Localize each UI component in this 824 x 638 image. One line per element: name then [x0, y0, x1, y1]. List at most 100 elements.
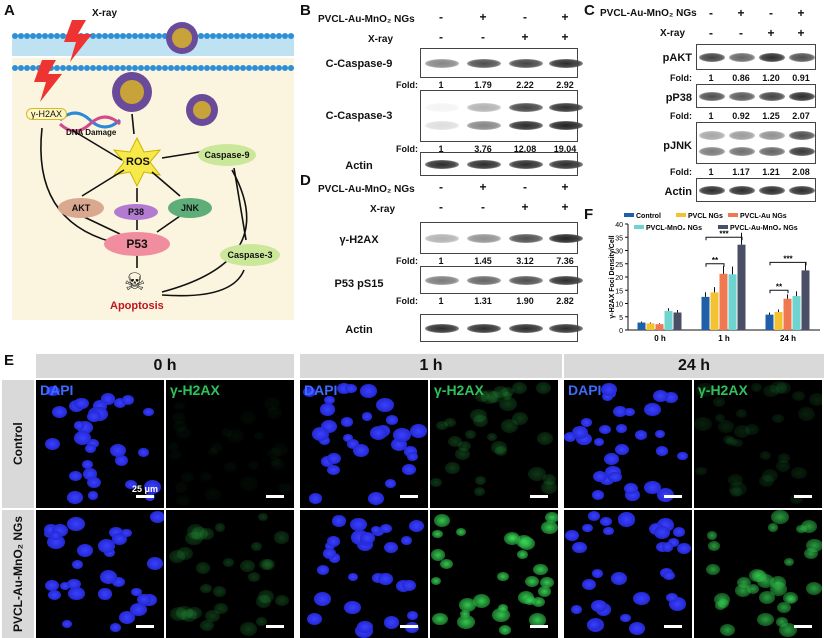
c-fold-label-1: Fold:: [670, 111, 692, 121]
nucleus: [209, 442, 224, 454]
nucleus: [541, 481, 557, 494]
b-fold-1-2: 12.08: [513, 144, 537, 154]
nucleus: [74, 397, 89, 410]
foci-bar-chart: 0 5 10 15 20 25 30 35 40 γ-H2AX Foci Density/Cell…: [609, 213, 820, 343]
nucleus: [129, 603, 147, 617]
nucleus: [49, 530, 61, 540]
b-sign1-2: -: [523, 10, 527, 24]
panel-b-label: B: [300, 2, 311, 19]
nucleus: [656, 446, 668, 456]
bar-0-0: [637, 322, 646, 330]
nucleus: [98, 588, 112, 600]
bar-4-0: [673, 312, 682, 330]
nucleus: [733, 425, 750, 439]
c-sign1-3: +: [797, 6, 805, 20]
nucleus: [207, 447, 218, 456]
nucleus: [137, 448, 149, 457]
x-tick-label-1: 1 h: [718, 334, 730, 343]
bar-2-0: [655, 324, 664, 330]
nucleus: [444, 417, 457, 428]
nucleus: [430, 477, 442, 487]
nucleus: [223, 461, 238, 473]
nucleus: [181, 609, 197, 622]
nucleus: [227, 428, 245, 443]
nucleus: [73, 421, 84, 430]
c-blot-pjnk-band-3: [789, 147, 815, 156]
c-sign1-2: -: [769, 6, 773, 20]
nucleus: [532, 596, 545, 607]
scale-bar: [136, 625, 154, 628]
nucleus: [591, 490, 604, 500]
nucleus: [62, 619, 73, 628]
nucleus: [454, 448, 470, 460]
nucleus: [253, 432, 264, 441]
row-label-0: Control: [2, 380, 34, 508]
b-blot-casp3-band-1: [467, 121, 501, 130]
nucleus: [460, 610, 471, 619]
nucleus: [751, 383, 763, 392]
nucleus: [68, 587, 85, 601]
y-tick-label-7: 35: [615, 235, 623, 242]
c-blot-pjnk: [696, 122, 816, 164]
nucleus: [537, 432, 554, 445]
nucleus: [112, 576, 126, 588]
nucleus: [239, 622, 258, 637]
nucleus: [239, 476, 258, 491]
nucleus: [620, 613, 632, 623]
b-blot-casp3-band-2: [509, 103, 543, 112]
nucleus: [169, 449, 182, 460]
nucleus: [370, 525, 381, 535]
nucleus: [439, 558, 453, 569]
nucleus: [175, 605, 194, 621]
nucleus: [445, 462, 460, 474]
nucleus: [652, 389, 669, 403]
nucleus: [303, 387, 316, 398]
b-sign2-0: -: [439, 30, 443, 44]
nucleus: [528, 467, 547, 482]
nucleus: [326, 452, 341, 464]
c-row-label-3: Actin: [664, 186, 693, 198]
d-blot-h2ax-band-2: [509, 234, 543, 243]
nucleus: [212, 586, 226, 597]
caspase3-node: Caspase-3: [220, 244, 280, 266]
nucleus: [255, 595, 272, 608]
nucleus: [432, 612, 449, 626]
b-fold-label-0: Fold:: [396, 80, 418, 90]
nucleus: [615, 424, 627, 433]
legend-swatch-1: [676, 213, 686, 217]
nucleus: [779, 623, 797, 638]
c-fold-1-2: 1.25: [762, 111, 780, 121]
nucleus: [186, 524, 205, 539]
ros-label: ROS: [126, 156, 150, 168]
b-blot-casp3: [420, 90, 583, 142]
nucleus: [110, 444, 127, 458]
c-fold-2-2: 1.21: [762, 167, 780, 177]
nucleus: [624, 407, 635, 417]
panel-a-label: A: [4, 2, 15, 19]
nucleus: [272, 443, 289, 457]
nucleus: [772, 414, 784, 424]
nucleus: [541, 520, 558, 535]
d-fold-label-0: Fold:: [396, 256, 418, 266]
scale-bar: [400, 625, 418, 628]
c-row-label-2: pJNK: [663, 140, 692, 152]
y-axis-label: γ-H2AX Foci Density/Cell: [609, 235, 616, 318]
nucleus: [313, 592, 331, 607]
nucleus: [401, 535, 413, 545]
nucleus: [205, 487, 222, 501]
nucleus: [593, 470, 607, 482]
nucleus: [603, 526, 614, 535]
nucleus: [92, 400, 107, 413]
nucleus: [564, 432, 577, 443]
b-blot-actin-band-1: [467, 160, 501, 169]
nucleus: [474, 390, 490, 402]
nucleus: [174, 482, 188, 493]
nucleus: [240, 411, 256, 424]
b-blot-casp9-band-2: [509, 59, 543, 68]
d-row-label-0: γ-H2AX: [339, 234, 379, 246]
nucleus: [121, 528, 132, 538]
sig-bracket-1: [705, 236, 743, 241]
c-blot-actin: [696, 178, 816, 202]
nucleus: [275, 595, 290, 607]
nucleus: [168, 549, 185, 563]
